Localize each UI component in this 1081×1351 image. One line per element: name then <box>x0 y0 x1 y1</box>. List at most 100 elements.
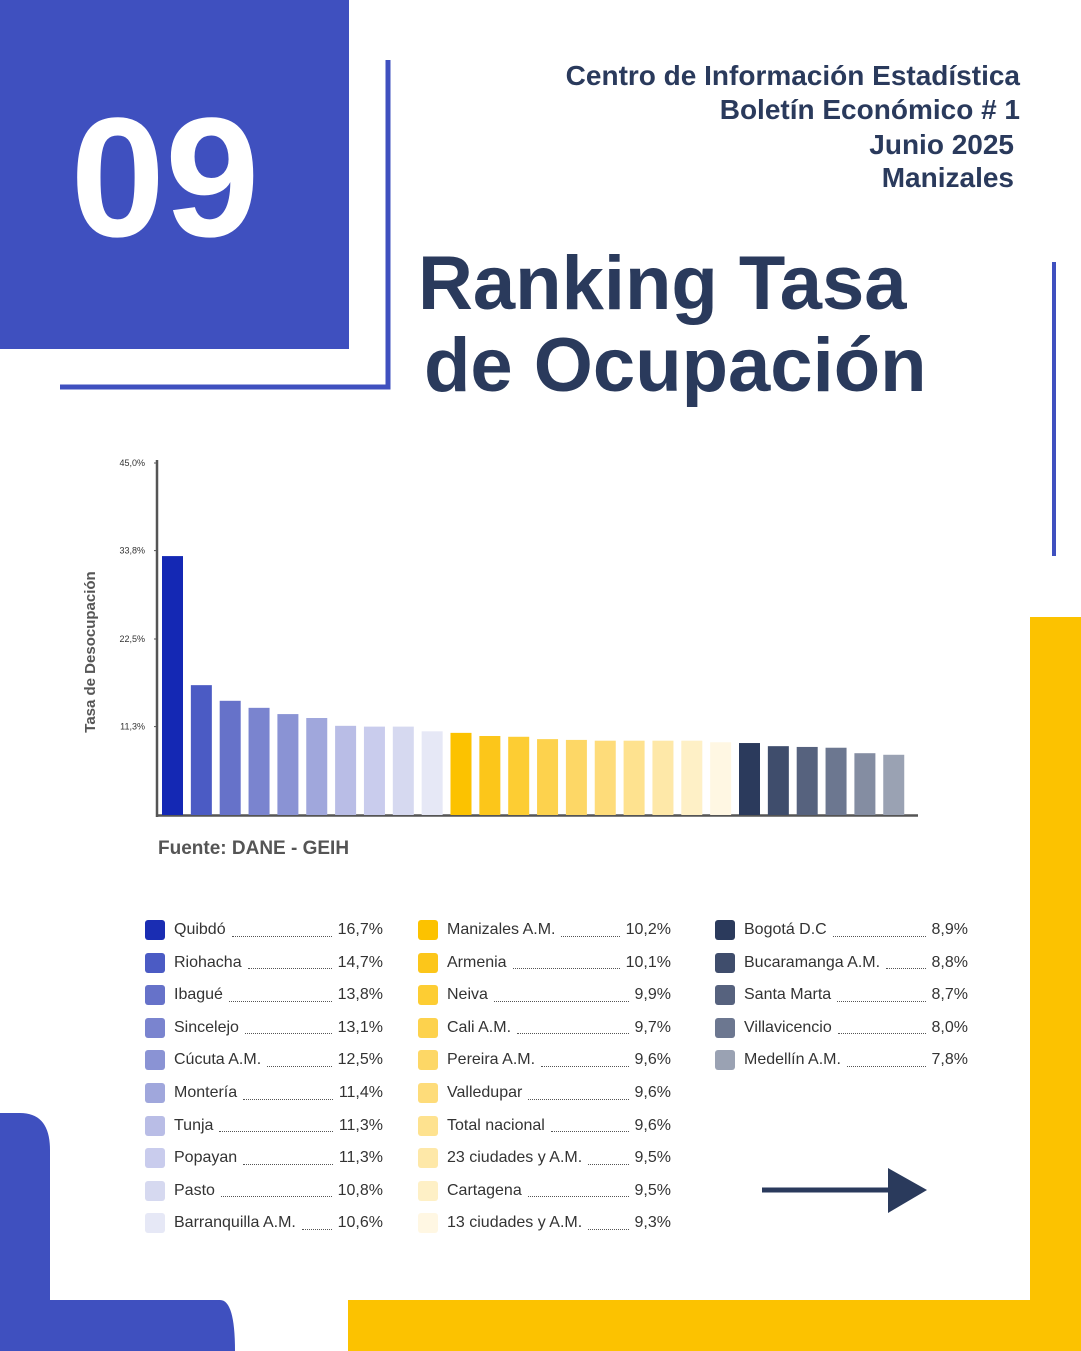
legend-swatch <box>418 1083 438 1103</box>
legend-item: Pasto 10,8% <box>145 1180 383 1202</box>
legend-item: Cúcuta A.M. 12,5% <box>145 1049 383 1071</box>
bar <box>162 556 183 815</box>
legend-name: Manizales A.M. <box>447 921 556 938</box>
legend-value: 10,2% <box>625 921 671 938</box>
frame-line <box>60 60 391 390</box>
legend-value: 8,9% <box>931 921 968 938</box>
legend-item: Barranquilla A.M. 10,6% <box>145 1212 383 1234</box>
leader <box>832 924 926 937</box>
legend-name: Armenia <box>447 953 507 971</box>
leader <box>243 1152 333 1165</box>
bar <box>594 740 616 815</box>
legend-swatch <box>145 1180 165 1201</box>
leader <box>527 1184 629 1198</box>
legend-swatch <box>418 985 438 1006</box>
legend-item: Santa Marta 8,7% <box>715 984 968 1006</box>
header-line: Manizales <box>882 162 1014 193</box>
legend-value: 11,4% <box>338 1084 383 1101</box>
header-line: Centro de Información Estadística <box>566 60 1021 91</box>
bar <box>277 714 299 815</box>
bar <box>363 726 385 815</box>
leader <box>493 989 629 1002</box>
legend-name: Tunja <box>174 1116 214 1134</box>
legend-name: Pasto <box>174 1181 215 1199</box>
legend-name: Pereira A.M. <box>447 1051 536 1069</box>
legend-value: 13,8% <box>337 986 383 1004</box>
legend-item: 13 ciudades y A.M. 9,3% <box>418 1212 671 1234</box>
legend-item: Pereira A.M. 9,6% <box>418 1049 671 1071</box>
leader <box>228 989 332 1002</box>
legend-name: Bucaramanga A.M. <box>744 953 881 971</box>
legend-item: Total nacional 9,6% <box>418 1115 671 1137</box>
bar <box>479 735 501 815</box>
legend-name: Santa Marta <box>744 986 832 1004</box>
bar <box>623 740 645 815</box>
y-tick-label: 33,8% <box>119 546 145 556</box>
leader <box>886 956 926 970</box>
legend-name: Barranquilla A.M. <box>174 1214 296 1232</box>
leader <box>247 956 332 970</box>
legend-item: 23 ciudades y A.M. 9,5% <box>418 1147 671 1169</box>
legend-name: 23 ciudades y A.M. <box>447 1149 583 1167</box>
blue-frame <box>0 1113 235 1351</box>
legend-value: 9,3% <box>634 1214 671 1232</box>
bar <box>306 718 328 815</box>
leader <box>541 1054 629 1067</box>
leader <box>837 989 926 1002</box>
bar <box>450 732 472 815</box>
bar <box>681 740 703 815</box>
legend-swatch <box>145 1017 165 1038</box>
legend-swatch <box>715 920 735 940</box>
leader <box>517 1021 629 1035</box>
legend-item: Riohacha 14,7% <box>145 952 383 974</box>
legend-value: 9,6% <box>634 1051 671 1069</box>
legend-swatch <box>418 1050 438 1071</box>
leader <box>219 1119 333 1133</box>
bar <box>854 753 876 815</box>
legend-swatch <box>418 1017 438 1038</box>
legend-name: Total nacional <box>447 1116 545 1134</box>
legend-value: 9,9% <box>634 986 671 1004</box>
bar <box>508 736 530 815</box>
title: de Ocupación <box>424 323 927 408</box>
legend-name: Ibagué <box>174 986 223 1004</box>
source: Fuente: DANE - GEIH <box>158 838 349 859</box>
legend-name: Bogotá D.C <box>744 921 827 938</box>
legend-item: Neiva 9,9% <box>418 984 671 1006</box>
leader <box>588 1152 629 1165</box>
legend-value: 8,7% <box>931 986 968 1004</box>
bar <box>652 740 674 815</box>
legend-value: 14,7% <box>337 953 383 971</box>
legend-item: Cartagena 9,5% <box>418 1180 671 1202</box>
leader <box>301 1217 332 1230</box>
legend-name: Popayan <box>174 1149 238 1167</box>
legend-item: Medellín A.M. 7,8% <box>715 1049 968 1071</box>
legend-item: Armenia 10,1% <box>418 952 671 974</box>
bar <box>565 739 587 815</box>
legend-swatch <box>418 1115 438 1136</box>
legend-item: Ibagué 13,8% <box>145 984 383 1006</box>
bar <box>739 743 760 815</box>
y-axis-label: Tasa de Desocupación <box>82 571 99 732</box>
legend-swatch <box>145 1050 165 1071</box>
legend-swatch <box>145 920 165 940</box>
bar <box>796 746 818 815</box>
y-tick-label: 45,0% <box>119 458 145 468</box>
number-block <box>0 0 349 349</box>
y-tick-label: 11,3% <box>120 722 145 732</box>
legend-value: 13,1% <box>337 1018 383 1036</box>
legend-value: 10,1% <box>625 953 671 971</box>
legend-name: Cartagena <box>447 1181 522 1199</box>
title: Ranking Tasa <box>418 241 907 326</box>
bar <box>248 707 270 815</box>
leader <box>512 956 620 970</box>
legend-value: 9,6% <box>634 1084 671 1101</box>
legend-swatch <box>715 1017 735 1038</box>
leader <box>846 1054 926 1067</box>
number: 09 <box>70 83 259 273</box>
bar <box>190 685 212 815</box>
legend-swatch <box>145 1148 165 1169</box>
legend-value: 10,8% <box>337 1181 383 1199</box>
